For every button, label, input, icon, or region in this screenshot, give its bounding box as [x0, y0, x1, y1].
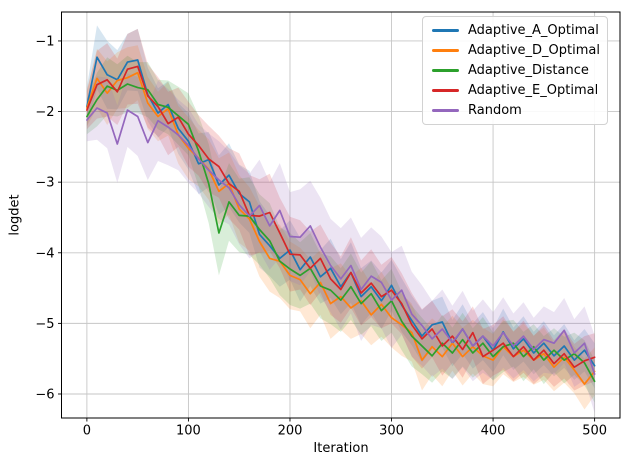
series-group [86, 25, 596, 414]
legend-swatch-icon [432, 108, 459, 112]
legend-swatch-icon [432, 88, 459, 92]
x-tick-label: 200 [278, 424, 303, 439]
legend-item-Adaptive_D_Optimal: Adaptive_D_Optimal [432, 41, 600, 61]
y-tick-label: −1 [35, 34, 54, 49]
y-tick-label: −6 [35, 387, 54, 402]
series-line-Adaptive_E_Optimal [86, 65, 596, 369]
legend-swatch-icon [432, 49, 459, 53]
x-tick-label: 100 [176, 424, 201, 439]
legend-label: Adaptive_D_Optimal [468, 43, 600, 59]
x-tick-label: 0 [83, 424, 91, 439]
legend-label: Random [468, 102, 522, 118]
legend-item-Adaptive_Distance: Adaptive_Distance [432, 61, 599, 81]
legend-label: Adaptive_E_Optimal [468, 82, 599, 98]
series-line-Random [86, 107, 596, 376]
legend-label: Adaptive_Distance [468, 62, 589, 78]
y-tick-label: −2 [35, 105, 54, 120]
x-tick-label: 400 [481, 424, 506, 439]
x-tick-label: 300 [379, 424, 404, 439]
series-line-Adaptive_A_Optimal [86, 56, 596, 367]
y-tick-label: −4 [35, 246, 54, 261]
axis-ticks: 0 100 200 300 400 500 −1 −2 −3 −4 −5 −6 [35, 34, 607, 438]
y-tick-label: −5 [35, 317, 54, 332]
legend-label: Adaptive_A_Optimal [468, 23, 599, 39]
y-tick-label: −3 [35, 176, 54, 191]
series-band-Adaptive_Distance [86, 55, 595, 403]
legend-item-Adaptive_E_Optimal: Adaptive_E_Optimal [432, 80, 599, 100]
x-axis-label: Iteration [313, 441, 369, 456]
series-band-Random [86, 73, 595, 414]
legend-item-Random: Random [432, 100, 599, 120]
legend-item-Adaptive_A_Optimal: Adaptive_A_Optimal [432, 21, 599, 41]
legend-swatch-icon [432, 29, 459, 33]
x-tick-label: 500 [582, 424, 607, 439]
plot-frame [61, 11, 621, 419]
legend-swatch-icon [432, 68, 459, 72]
y-axis-label: logdet [7, 194, 23, 236]
legend: Adaptive_A_Optimal Adaptive_D_Optimal Adap… [422, 16, 608, 125]
series-line-Adaptive_Distance [86, 83, 596, 383]
series-band-Adaptive_D_Optimal [86, 45, 595, 410]
